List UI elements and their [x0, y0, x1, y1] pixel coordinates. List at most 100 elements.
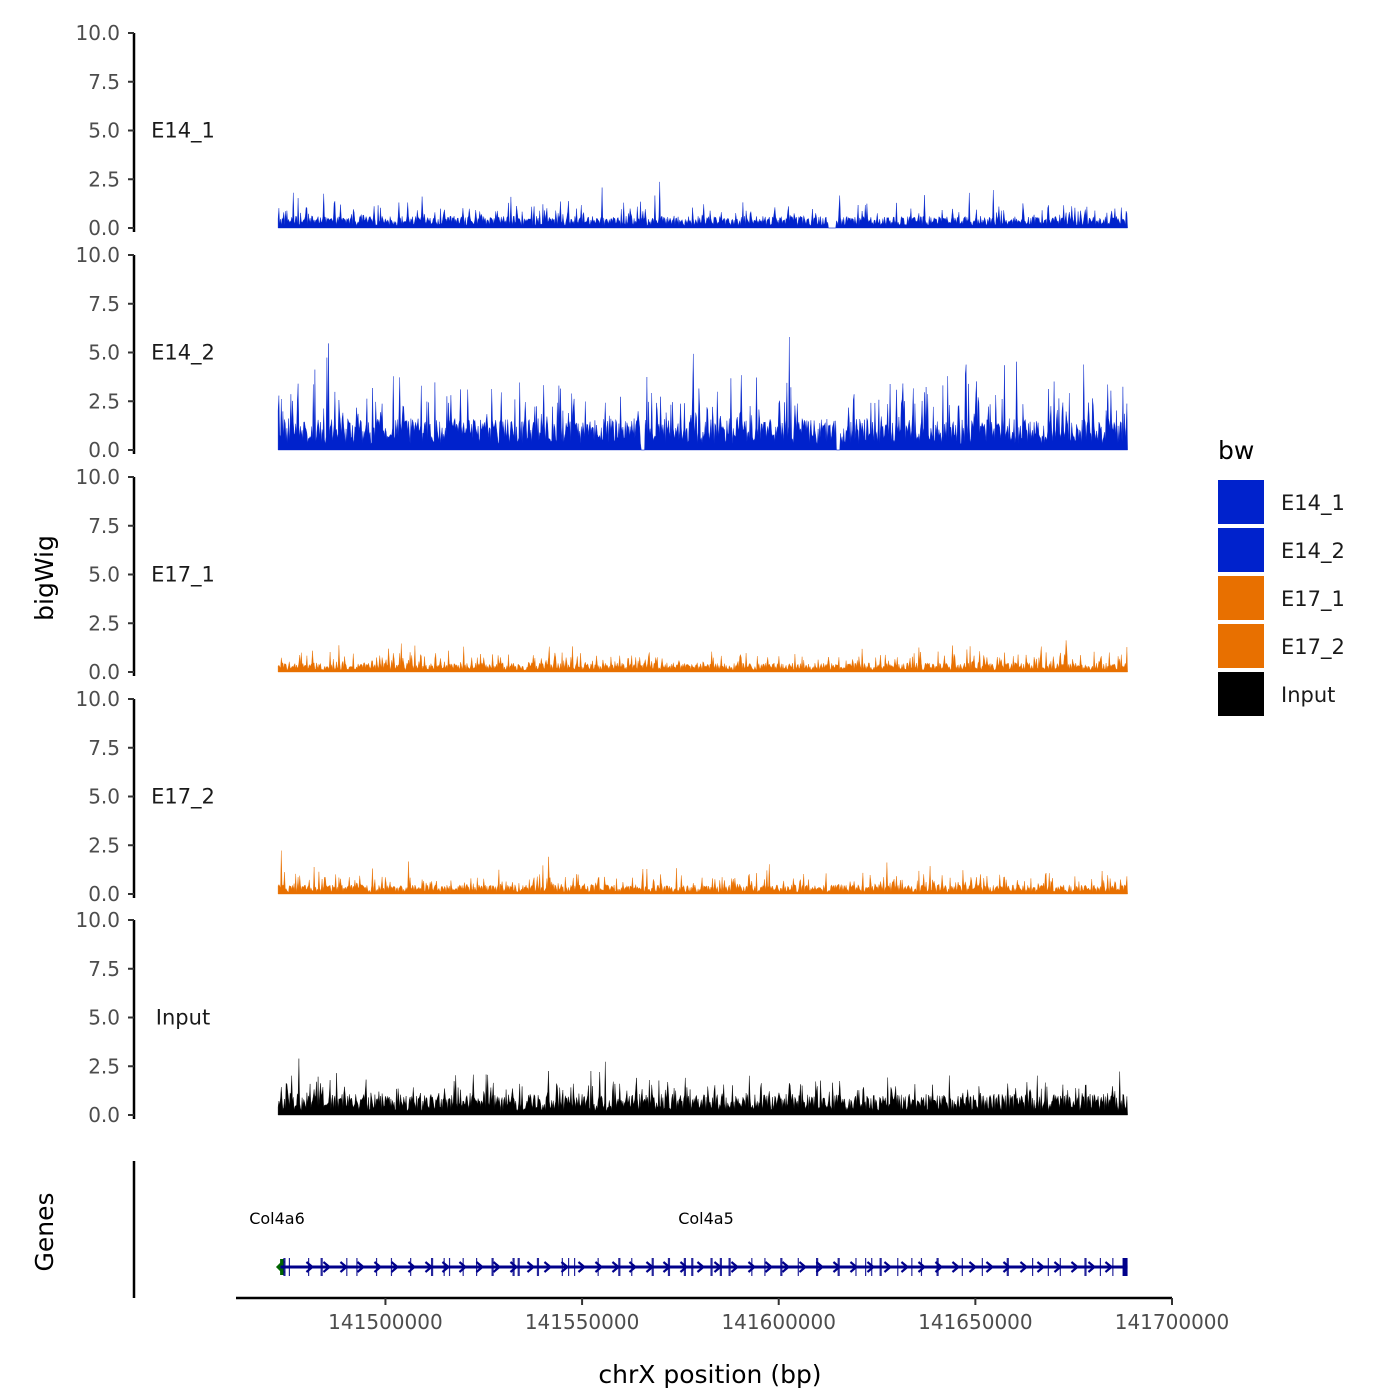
panel-e17-1: 0.0 2.5 5.0 7.5 10.0 E17_1 [75, 465, 1128, 684]
strand-arrow [781, 1261, 791, 1273]
strand-arrow [322, 1261, 332, 1273]
y-tick-label: 2.5 [88, 833, 120, 857]
y-tick-label: 0.0 [88, 1103, 120, 1127]
y-tick-label: 5.0 [88, 119, 120, 143]
gene-label: Col4a5 [678, 1209, 734, 1228]
track-label: Input [156, 1006, 210, 1030]
strand-arrow [1070, 1261, 1080, 1273]
y-tick-label: 5.0 [88, 1006, 120, 1030]
legend-title: bw [1218, 436, 1254, 465]
signal-area-e17-1 [277, 640, 1128, 673]
strand-arrow [883, 1261, 893, 1273]
y-tick-label: 10.0 [75, 243, 120, 267]
legend-label: Input [1281, 683, 1335, 707]
strand-arrow [1104, 1261, 1114, 1273]
x-tick-label: 141700000 [1115, 1310, 1230, 1334]
y-tick-label: 2.5 [88, 611, 120, 635]
legend-key [1218, 624, 1264, 668]
strand-arrow [968, 1261, 978, 1273]
strand-arrow [1036, 1261, 1046, 1273]
legend-key [1218, 576, 1264, 620]
y-tick-label: 5.0 [88, 785, 120, 809]
legend-label: E14_2 [1281, 539, 1345, 564]
strand-arrow [458, 1261, 468, 1273]
x-axis: 141500000 141550000 141600000 141650000 1417… [236, 1296, 1230, 1334]
track-label: E17_1 [151, 563, 215, 588]
strand-arrow [730, 1261, 740, 1273]
legend-key [1218, 528, 1264, 572]
legend: bw E14_1 E14_2 E17_1 E17_2 Input [1218, 436, 1345, 716]
strand-arrow [560, 1261, 570, 1273]
strand-arrow [475, 1261, 485, 1273]
bigwig-panels: 0.0 2.5 5.0 7.5 10.0 E14_1 0.0 2.5 5.0 7.5 10.0 E14… [75, 21, 1128, 1127]
panel-input: 0.0 2.5 5.0 7.5 10.0 Input [75, 908, 1128, 1127]
x-tick-label: 141650000 [918, 1310, 1033, 1334]
panel-e14-2: 0.0 2.5 5.0 7.5 10.0 E14_2 [75, 243, 1128, 462]
strand-arrow [815, 1261, 825, 1273]
strand-arrow [798, 1261, 808, 1273]
legend-label: E17_2 [1281, 635, 1345, 660]
y-tick-label: 7.5 [88, 957, 120, 981]
panel-e14-1: 0.0 2.5 5.0 7.5 10.0 E14_1 [75, 21, 1128, 240]
gene-col4a5: Col4a5 [280, 1209, 1128, 1276]
y-tick-label: 5.0 [88, 341, 120, 365]
track-label: E17_2 [151, 785, 215, 810]
y-tick-label: 10.0 [75, 908, 120, 932]
legend-label: E14_1 [1281, 491, 1345, 516]
strand-arrow [696, 1261, 706, 1273]
y-tick-label: 0.0 [88, 216, 120, 240]
track-label: E14_1 [151, 119, 215, 144]
strand-arrow [594, 1261, 604, 1273]
signal-area-e14-1 [277, 181, 1128, 229]
x-tick-label: 141600000 [721, 1310, 836, 1334]
strand-arrow [764, 1261, 774, 1273]
strand-arrow [526, 1261, 536, 1273]
strand-arrow [577, 1261, 587, 1273]
strand-arrow [1019, 1261, 1029, 1273]
x-tick-label: 141500000 [328, 1310, 443, 1334]
y-tick-label: 5.0 [88, 563, 120, 587]
gene-col4a6: Col4a6 [249, 1209, 305, 1275]
gene-label: Col4a6 [249, 1209, 305, 1228]
strand-arrow [492, 1261, 502, 1273]
y-tick-label: 10.0 [75, 465, 120, 489]
legend-key [1218, 672, 1264, 716]
legend-label: E17_1 [1281, 587, 1345, 612]
y-tick-label: 0.0 [88, 660, 120, 684]
strand-arrow [747, 1261, 757, 1273]
strand-arrow [985, 1261, 995, 1273]
strand-arrow [543, 1261, 553, 1273]
strand-arrow [679, 1261, 689, 1273]
genes-panel: Col4a6 Col4a5 [132, 1161, 1128, 1298]
strand-arrow [390, 1261, 400, 1273]
y-tick-label: 0.0 [88, 438, 120, 462]
y-tick-label: 2.5 [88, 1054, 120, 1078]
y-tick-label: 7.5 [88, 736, 120, 760]
strand-arrow [509, 1261, 519, 1273]
panel-e17-2: 0.0 2.5 5.0 7.5 10.0 E17_2 [75, 687, 1128, 906]
y-axis-title: bigWig [30, 535, 59, 621]
y-tick-label: 7.5 [88, 514, 120, 538]
strand-arrow [900, 1261, 910, 1273]
signal-area-e17-2 [277, 850, 1128, 895]
strand-arrow [356, 1261, 366, 1273]
strand-arrow [1087, 1261, 1097, 1273]
x-axis-title: chrX position (bp) [598, 1360, 821, 1389]
y-tick-label: 10.0 [75, 21, 120, 45]
y-tick-label: 7.5 [88, 292, 120, 316]
strand-arrow [866, 1261, 876, 1273]
strand-arrow [1002, 1261, 1012, 1273]
signal-area-e14-2 [277, 336, 1128, 451]
y-tick-label: 7.5 [88, 70, 120, 94]
signal-area-input [277, 1058, 1128, 1116]
x-tick-label: 141550000 [525, 1310, 640, 1334]
y-tick-label: 0.0 [88, 882, 120, 906]
exon [1122, 1258, 1128, 1276]
y-tick-label: 2.5 [88, 167, 120, 191]
y-tick-label: 2.5 [88, 389, 120, 413]
strand-arrow [951, 1261, 961, 1273]
strand-arrow [917, 1261, 927, 1273]
track-label: E14_2 [151, 341, 215, 366]
legend-key [1218, 480, 1264, 524]
